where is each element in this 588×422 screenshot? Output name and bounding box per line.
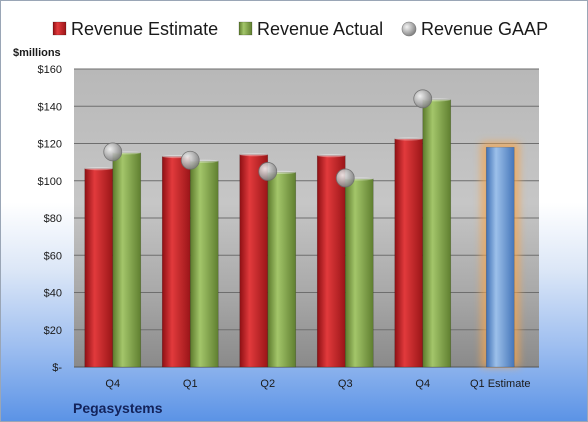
- gaap-point: [335, 168, 355, 188]
- y-tick-label: $140: [38, 101, 62, 113]
- y-axis-ticks: $- $20 $40 $60 $80 $100 $120 $140 $160: [38, 64, 63, 374]
- legend-label: Revenue GAAP: [421, 19, 548, 39]
- estimate-bar-top: [317, 154, 346, 158]
- actual-bar: [267, 172, 297, 368]
- legend: Revenue Estimate Revenue Actual Revenue GA…: [52, 19, 548, 39]
- legend-label: Revenue Estimate: [71, 19, 218, 39]
- estimate-bar-top: [394, 137, 423, 141]
- x-tick-label: Q4: [105, 378, 120, 390]
- x-tick-label: Q2: [260, 378, 275, 390]
- estimate-bar-top: [239, 153, 268, 157]
- x-tick-label: Q1: [183, 378, 198, 390]
- gaap-point: [413, 89, 433, 109]
- gaap-points: [103, 89, 433, 188]
- estimate-bar: [161, 156, 191, 368]
- legend-marker: [238, 21, 253, 36]
- legend-marker: [52, 21, 67, 36]
- actual-bar: [112, 152, 142, 368]
- bars: [84, 98, 520, 368]
- y-tick-label: $-: [52, 362, 62, 374]
- legend-label: Revenue Actual: [257, 19, 383, 39]
- gaap-point: [180, 150, 200, 170]
- legend-marker: [401, 21, 417, 37]
- y-tick-label: $100: [38, 176, 62, 188]
- estimate-bar: [394, 138, 424, 368]
- x-tick-label: Q3: [338, 378, 353, 390]
- y-tick-label: $80: [44, 213, 62, 225]
- y-axis-units-label: $millions: [13, 47, 61, 59]
- actual-bar: [344, 178, 374, 368]
- y-tick-label: $20: [44, 325, 62, 337]
- x-tick-label: Q4: [415, 378, 430, 390]
- x-tick-label: Q1 Estimate: [470, 378, 531, 390]
- y-tick-label: $60: [44, 250, 62, 262]
- gaap-point: [103, 142, 123, 162]
- estimate-bar-top: [84, 167, 113, 171]
- y-tick-label: $120: [38, 139, 62, 151]
- estimate-bar: [316, 155, 346, 368]
- x-axis-ticks: Q4 Q1 Q2 Q3 Q4 Q1 Estimate: [105, 378, 530, 390]
- actual-bar: [422, 99, 452, 368]
- y-tick-label: $160: [38, 64, 62, 76]
- estimate-bar: [239, 154, 269, 368]
- company-name: Pegasystems: [73, 400, 163, 416]
- q1-estimate-bar: [485, 146, 515, 368]
- gridlines: [74, 68, 539, 368]
- actual-bar: [189, 160, 219, 368]
- gaap-point: [258, 162, 278, 181]
- estimate-bar: [84, 168, 114, 368]
- y-tick-label: $40: [44, 288, 62, 300]
